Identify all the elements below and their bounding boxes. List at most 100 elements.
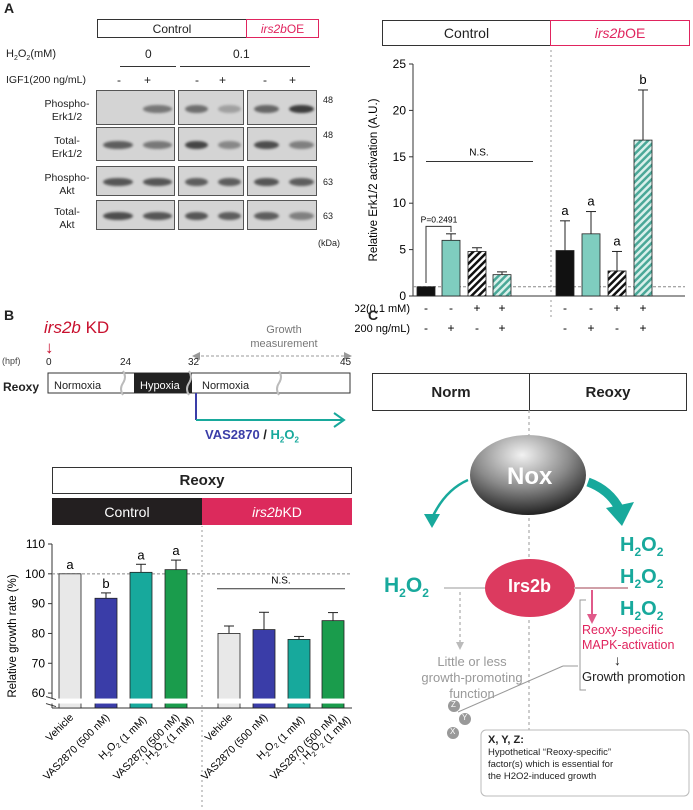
chart-a-bar [441, 239, 461, 297]
chart-a-letter: a [561, 203, 569, 218]
timeline [47, 352, 352, 428]
chart-a-h2o2-sign: + [639, 301, 646, 315]
chart-b-category-label: VAS2870 (500 nM) [41, 712, 112, 783]
norm-header: Norm [372, 373, 530, 411]
chart-a-ylabel: Relative Erk1/2 activation (A.U.) [368, 98, 380, 261]
chart-a-oe-suffix: OE [625, 25, 646, 41]
note-title: X, Y, Z: [488, 734, 524, 746]
chart-a-letter: b [639, 72, 646, 87]
break-mark-2 [186, 370, 192, 396]
blot-band [254, 212, 279, 220]
chart-a-h2o2-sign: - [449, 301, 453, 315]
kd-arrow-icon: ↓ [45, 338, 54, 357]
chart-b-ytick-label: 110 [26, 537, 45, 551]
segment-hypoxia: Hypoxia [140, 380, 180, 392]
erk-activation-chart: 0 5 10 15 20 25 Relative Erk1/2 activation (A.… [355, 50, 685, 335]
chart-a-ytick-label: 5 [399, 243, 406, 257]
chart-b-reoxy-header: Reoxy [52, 467, 352, 494]
treatment-h2o2: H2O2 [270, 427, 299, 445]
panel-b-label: B [4, 307, 15, 323]
chart-b-category-label: Vehicle [203, 712, 236, 745]
chart-a-bar [467, 251, 487, 297]
panel-c-label: C [368, 307, 379, 323]
kda-unit: (kDa) [318, 238, 340, 248]
blot-band [289, 141, 314, 149]
chart-b-category-label: VAS2870 (500 nM) [199, 712, 270, 783]
chart-b-bar [94, 597, 118, 709]
kda-63-b: 63 [323, 211, 334, 221]
blot-image [96, 166, 175, 196]
blot-band [218, 141, 241, 149]
nox-ellipse [470, 435, 586, 515]
chart-b-control-text: Control [104, 503, 150, 520]
reoxy-arrow-icon [606, 502, 634, 526]
blot-control-header: Control [97, 19, 247, 38]
reoxy-mapk-text: Reoxy-specific MAPK-activation [582, 623, 675, 652]
irs2b-ellipse [485, 559, 575, 617]
chart-b-break-mark [45, 703, 57, 708]
tick-0: 0 [46, 357, 52, 368]
chart-a-bar [633, 139, 653, 297]
kd-suffix: KD [80, 318, 110, 337]
blot-igf-sign: - [263, 73, 267, 87]
blot-band [218, 178, 241, 186]
hypoxia-segment [134, 373, 192, 393]
chart-b-bar [287, 639, 311, 709]
blot-igf-sign: - [195, 73, 199, 87]
growth-rate-chart: 60 70 80 90 100 110 Relative growth rate (%) a b… [7, 526, 355, 810]
blot-line-01 [180, 66, 310, 67]
h2o2-right-stack: H2O2 H2O2 H2O2 [620, 534, 664, 623]
blot-band [185, 141, 208, 149]
chart-b-ytick-label: 60 [32, 686, 46, 700]
chart-a-igf-sign: + [587, 321, 594, 335]
treatment-label: VAS2870 / H2O2 [205, 427, 299, 445]
chart-a-igf-label: IGF1(200 ng/mL) [355, 323, 410, 335]
chart-b-bar [217, 633, 241, 709]
blot-image [247, 200, 317, 230]
chart-a-ns-label: N.S. [469, 147, 488, 158]
timeline-bar [47, 372, 351, 394]
chart-a-p-value: P=0.2491 [421, 214, 458, 224]
blot-row-total-erk: Total- Erk1/2 [51, 135, 83, 160]
blot-band [254, 104, 279, 113]
blot-band [289, 212, 314, 220]
note-box [480, 729, 690, 797]
blot-line-0 [120, 66, 176, 67]
blot-band [142, 178, 172, 186]
chart-b-letter: b [102, 576, 109, 591]
blot-control-text: Control [152, 21, 192, 36]
chart-b-letter: a [66, 557, 74, 572]
chart-a-h2o2-sign: + [473, 301, 480, 315]
chart-b-kd-gene: irs2b [252, 503, 283, 520]
panel-a-label: A [4, 0, 15, 16]
left-function-text: Little or less growth-promoting function [421, 654, 523, 701]
tick-45: 45 [340, 357, 352, 368]
tspan: VAS2870 (500 nM) [199, 712, 270, 783]
blot-igf-sign: - [117, 73, 121, 87]
chart-a-ytick-label: 25 [393, 57, 407, 71]
tick-24: 24 [120, 357, 132, 368]
blot-band [185, 178, 208, 186]
note-body: Hypothetical “Reoxy-specific” factor(s) … [488, 747, 614, 782]
break-mark-3 [276, 370, 282, 396]
factor-x-label: X [450, 727, 456, 736]
down-arrow-icon: ↓ [614, 652, 621, 668]
blot-h2o2-01: 0.1 [233, 47, 250, 61]
blot-oe-suffix: OE [286, 21, 305, 36]
chart-a-igf-sign: - [563, 321, 567, 335]
factor-y-label: Y [462, 713, 468, 722]
tspan: 2 [115, 742, 123, 750]
blot-igf-sign: + [144, 73, 152, 87]
blot-band [289, 178, 314, 186]
tspan: VAS2870 (500 nM) [41, 712, 112, 783]
treatment-vas: VAS2870 [205, 427, 260, 442]
chart-a-bar [581, 233, 601, 297]
chart-a-letter: a [587, 194, 595, 209]
chart-a-ytick-label: 15 [393, 150, 407, 164]
chart-b-bar [252, 629, 276, 709]
chart-b-ylabel: Relative growth rate (%) [7, 574, 19, 698]
kd-gene: irs2b [44, 318, 81, 337]
blot-band [103, 141, 133, 149]
chart-b-bar [58, 573, 82, 709]
chart-b-ytick-label: 100 [25, 567, 45, 581]
